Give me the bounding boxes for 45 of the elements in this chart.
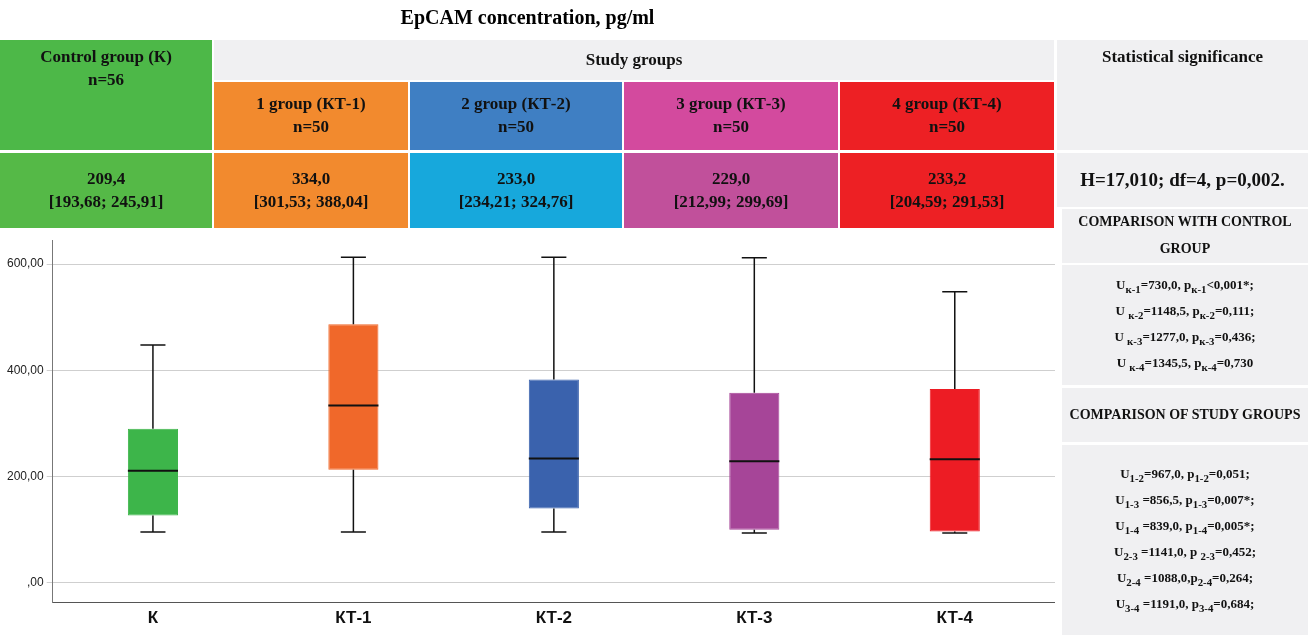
text: n=50 bbox=[292, 116, 330, 138]
text: U $_{к-4}$=1345,5, p$_{к-4}$=0,730 bbox=[1116, 354, 1254, 375]
x-tick-label: К bbox=[147, 608, 159, 628]
text: U$_{1-2}$=967,0, p$_{1-2}$=0,051; bbox=[1120, 464, 1250, 486]
text: 233,2 bbox=[927, 167, 967, 190]
text: [234,21; 324,76] bbox=[458, 190, 574, 213]
chart-title: EpCAM concentration, pg/ml bbox=[399, 6, 656, 29]
text: n=56 bbox=[87, 68, 125, 91]
text: n=50 bbox=[928, 116, 966, 138]
text: COMPARISON WITH CONTROL GROUP bbox=[1062, 209, 1308, 263]
y-tick-label: ,00 bbox=[27, 575, 45, 590]
x-tick-label: КТ-3 bbox=[736, 608, 773, 628]
x-tick-label: КТ-4 bbox=[936, 608, 974, 628]
text: U$_{1-4}$ =839,0, p$_{1-4}$=0,005*; bbox=[1115, 516, 1255, 538]
text: Control group (К) bbox=[40, 46, 172, 68]
text: 334,0 bbox=[291, 167, 331, 190]
text: Statistical significance bbox=[1101, 46, 1263, 68]
text: [212,99; 299,69] bbox=[673, 190, 789, 213]
text: U$_{3-4}$ =1191,0, p$_{3-4}$=0,684; bbox=[1115, 595, 1255, 616]
text: U$_{к-1}$=730,0, p$_{к-1}$<0,001*; bbox=[1116, 275, 1254, 297]
text: 1 group (КТ-1) bbox=[256, 93, 366, 116]
text: [193,68; 245,91] bbox=[48, 190, 164, 213]
text: [301,53; 388,04] bbox=[253, 190, 369, 213]
text: 3 group (КТ-3) bbox=[676, 93, 786, 116]
text: 229,0 bbox=[711, 167, 751, 190]
text: [204,59; 291,53] bbox=[889, 190, 1005, 213]
text: 4 group (КТ-4) bbox=[892, 93, 1002, 116]
x-tick-label: КТ-2 bbox=[535, 608, 573, 628]
text: U$_{2-3}$ =1141,0, p $_{2-3}$=0,452; bbox=[1114, 543, 1256, 564]
text: 233,0 bbox=[496, 167, 536, 190]
text: 209,4 bbox=[86, 167, 126, 190]
text: U$_{2-4}$ =1088,0,p$_{2-4}$=0,264; bbox=[1116, 569, 1254, 590]
x-tick-label: КТ-1 bbox=[335, 608, 372, 628]
text: COMPARISON OF STUDY GROUPS bbox=[1069, 405, 1301, 424]
y-tick-label: 400,00 bbox=[7, 362, 45, 377]
y-tick-label: 600,00 bbox=[7, 256, 45, 271]
text: H=17,010; df=4, p=0,002. bbox=[1080, 168, 1285, 192]
text: U$_{1-3}$ =856,5, p$_{1-3}$=0,007*; bbox=[1115, 490, 1255, 512]
text: U $_{к-3}$=1277,0, p$_{к-3}$=0,436; bbox=[1114, 328, 1256, 349]
text: n=50 bbox=[497, 116, 535, 138]
text: n=50 bbox=[712, 116, 750, 138]
text: U $_{к-2}$=1148,5, p$_{к-2}$=0,111; bbox=[1115, 301, 1255, 323]
text: 2 group (КТ-2) bbox=[461, 93, 571, 116]
y-tick-label: 200,00 bbox=[7, 468, 45, 483]
text: Study groups bbox=[585, 48, 683, 71]
